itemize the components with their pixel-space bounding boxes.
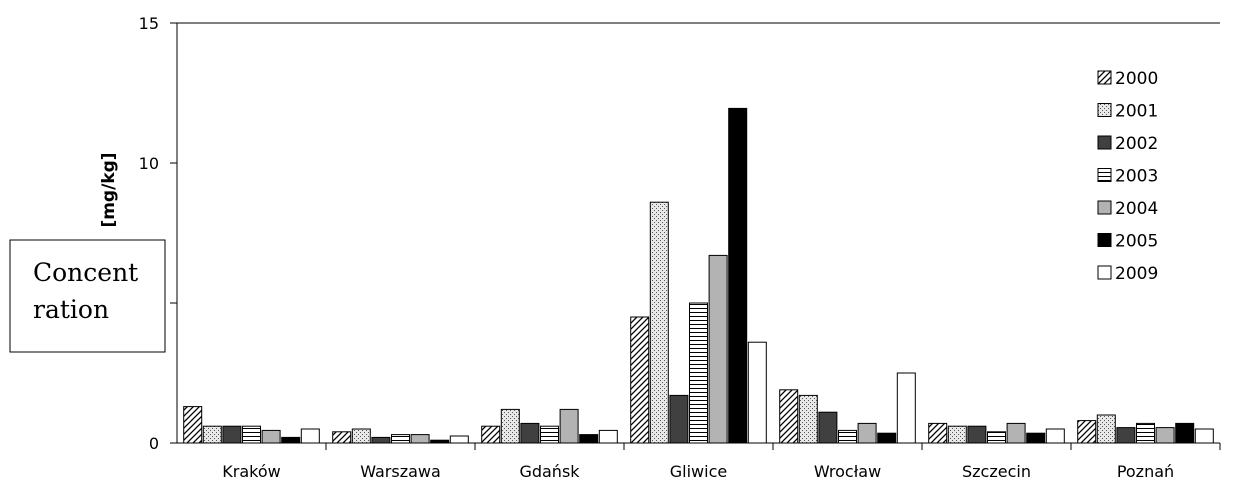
axis-labels: 0 10 15 Kraków Warszawa Gdańsk Gliwice Wrocław S… [139, 14, 1175, 481]
legend-swatch [1097, 103, 1112, 117]
bar [559, 408, 579, 444]
legend-label: 2009 [1115, 264, 1158, 284]
bar [928, 422, 948, 444]
bar [540, 425, 559, 444]
legend-label: 2001 [1115, 102, 1158, 122]
x-tick-label: Gliwice [670, 462, 727, 481]
bar [798, 394, 818, 444]
bar [649, 201, 669, 444]
bar [1045, 428, 1065, 444]
bar [1116, 427, 1136, 444]
legend-swatch [1097, 265, 1112, 280]
y-axis-label: [mg/kg] [99, 152, 119, 227]
bar [630, 316, 650, 444]
bar [500, 408, 520, 444]
bar [430, 439, 450, 444]
x-tick-label: Gdańsk [519, 462, 580, 481]
bar [242, 425, 261, 444]
bar [202, 425, 222, 444]
bar [1006, 422, 1026, 444]
y-tick-label: 0 [149, 434, 159, 453]
bar [1155, 427, 1175, 444]
x-tick-label: Warszawa [360, 462, 441, 481]
legend-swatch [1097, 70, 1112, 85]
bar [1175, 422, 1195, 444]
bar [1136, 422, 1155, 444]
bar [598, 429, 618, 444]
x-tick-label: Szczecin [962, 462, 1031, 481]
bar [947, 425, 967, 444]
bar [281, 436, 301, 444]
bar [689, 302, 708, 444]
bar [779, 389, 799, 444]
bar [877, 432, 897, 444]
bar [747, 341, 767, 444]
bar [579, 434, 599, 444]
bar [371, 436, 391, 444]
x-tick-label: Kraków [222, 462, 280, 481]
x-tick-label: Wrocław [814, 462, 881, 481]
legend-swatch [1097, 200, 1112, 215]
bar [838, 429, 857, 444]
legend-label: 2003 [1115, 167, 1158, 187]
bar [1096, 414, 1116, 444]
bar [261, 429, 281, 444]
bar [300, 428, 320, 444]
bar [222, 425, 242, 444]
bar [818, 411, 838, 444]
bar [449, 435, 469, 444]
bar [857, 422, 877, 444]
note-box [9, 239, 166, 353]
legend-swatch [1097, 233, 1112, 247]
bar [410, 434, 430, 444]
note-line-2: ration [33, 295, 109, 324]
x-tick-label: Poznań [1117, 462, 1174, 481]
legend-swatch [1097, 135, 1112, 150]
bar [183, 406, 203, 444]
legend-label: 2000 [1115, 69, 1158, 89]
legend-label: 2004 [1115, 199, 1158, 219]
y-tick-label: 15 [139, 14, 159, 33]
bar [967, 425, 987, 444]
bar [332, 431, 352, 444]
legend-label: 2002 [1115, 134, 1158, 154]
legend: 2000 2001 2002 2003 2004 2005 2009 [1097, 69, 1158, 284]
bar [708, 254, 728, 444]
bar [1026, 432, 1046, 444]
bar [481, 425, 501, 444]
bar [520, 422, 540, 444]
note-line-1: Concent [33, 258, 138, 287]
bar [1077, 420, 1097, 444]
legend-label: 2005 [1115, 232, 1158, 252]
bar [896, 372, 916, 444]
y-tick-label: 10 [139, 154, 159, 173]
bar [391, 434, 410, 444]
bar [728, 107, 748, 444]
bar [1194, 428, 1214, 444]
bars [183, 107, 1214, 444]
bar [669, 394, 689, 444]
bar [351, 428, 371, 444]
bar [987, 431, 1006, 444]
legend-swatch [1097, 168, 1112, 182]
concentration-note: Concent ration [9, 239, 166, 353]
